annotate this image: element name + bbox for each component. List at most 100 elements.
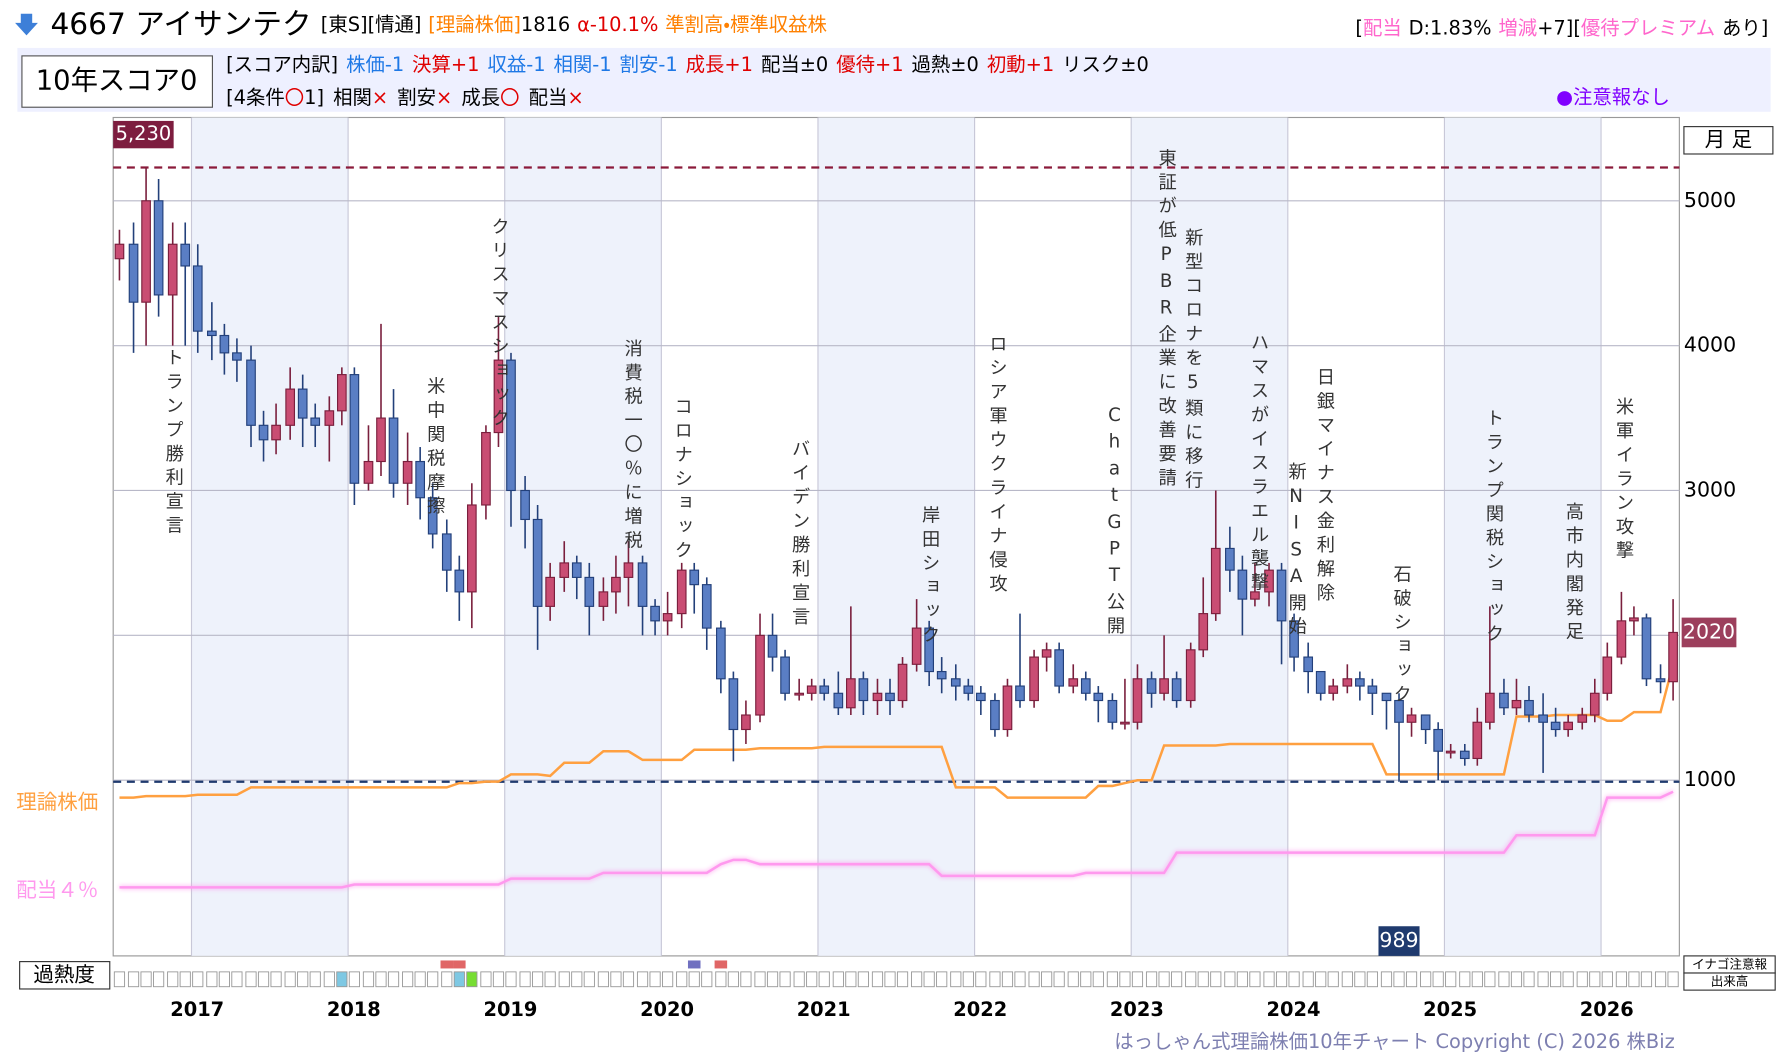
header-segment: 収益-1 [487,53,545,76]
heat-cell [766,971,779,988]
candle-body [1015,685,1025,702]
header-segment: 割安-1 [620,53,678,76]
heat-cell [127,971,140,988]
heat-cell [218,971,230,988]
heat-flag [714,960,728,969]
heat-cell [427,971,439,988]
ticker: 4667 アイサンテク [50,6,311,41]
heat-cell [1615,971,1628,988]
heat-cell [936,971,948,988]
candle-body [1563,721,1574,731]
heat-cell [1249,971,1261,988]
candle-body [1459,750,1470,760]
heat-cell [1459,971,1471,988]
header-segment: [ [1355,16,1363,39]
heat-cell [676,971,688,988]
event-annotation: 新型コロナを5類に移行 [1182,228,1203,494]
candle-body [493,359,504,434]
heat-cell [1654,971,1667,988]
legend-label: 配当４％ [16,878,98,902]
series-line [119,790,1674,889]
heat-cell [1354,971,1366,988]
heat-cell [1562,971,1574,988]
heat-cell [1498,971,1510,988]
candle-body [1511,699,1522,709]
header-segment: 株価-1 [346,53,404,76]
x-tick-label: 2021 [797,998,851,1021]
candle-body [1237,569,1248,600]
candle-body [1093,692,1104,702]
heat-cell [1510,971,1523,988]
candle-body [1394,699,1404,723]
candle-body [755,634,765,716]
heat-cell [845,971,857,988]
event-annotation: 新NISA開始 [1286,462,1307,641]
header-segment: [スコア内訳] [226,53,338,76]
score-title: 10年スコア0 [36,66,198,97]
candle-body [990,699,1000,731]
candle-body [1433,728,1444,752]
header-segment: 準割高・標準収益株 [665,13,827,36]
heat-cell [662,971,674,988]
candle-body [1472,721,1483,760]
candle-body [1029,656,1039,702]
heat-cell [1053,971,1065,988]
candle-body [767,634,778,658]
candle-body [1068,678,1079,687]
year-band [1131,117,1288,956]
heat-cell [558,971,570,988]
heat-cell [1315,971,1327,988]
candle-body [794,692,805,696]
header-segment: あり] [1722,16,1768,39]
header-segment: +7][ [1537,16,1581,39]
candle-body [388,417,399,484]
score-line: [スコア内訳] 株価-1 決算+1 収益-1 相関-1 割安-1 成長+1 配当±0 優待+1 過… [226,53,1149,76]
heat-cell [245,971,257,988]
candle-body [1120,721,1130,725]
candle-body [1289,620,1299,658]
x-tick-label: 2019 [483,998,537,1021]
candle-body [637,562,648,607]
candle-body [963,685,974,694]
heat-cell [1197,971,1209,988]
heat-label-box [19,961,111,990]
candle-body [819,685,830,694]
x-tick-label: 2025 [1423,998,1477,1021]
heat-cell [857,971,869,988]
heat-cell [779,971,791,988]
heat-cell [832,971,844,988]
heat-cell [270,971,282,988]
heat-cell [1080,971,1092,988]
header-segment: 相関 [333,86,372,109]
heat-cell [1550,971,1562,988]
candle-body [1080,678,1091,694]
event-annotation: ロシア軍ウクライナ侵攻 [987,334,1008,598]
candle-body [950,678,961,687]
heat-cell [818,971,830,988]
heat-cell [1471,971,1483,988]
candle-body [1538,714,1548,723]
heat-cell [453,971,465,988]
heat-cell [1067,971,1079,988]
heat-cell [740,971,752,988]
header-segment: 〇 [285,86,304,109]
heat-cell [466,971,478,988]
heat-cell [989,971,1001,988]
candle-body [1589,692,1600,716]
header-segment: 成長+1 [686,53,753,76]
candle-body [192,265,203,332]
header-segment: 1816 [521,13,570,36]
y-tick-label: 1000 [1684,767,1736,791]
x-tick-label: 2017 [170,998,224,1021]
heat-cell [1131,971,1144,988]
heat-legend-box [1683,972,1776,991]
heat-cell [1119,971,1131,988]
header-segment: 相関-1 [554,53,612,76]
candle-body [936,670,947,680]
heat-cell [402,971,414,988]
header-badges: [配当 D:1.83% 増減+7][優待プレミアム あり] [1355,16,1768,39]
event-annotation: 日銀マイナス金利解除 [1314,367,1335,607]
candle-body [650,605,660,622]
